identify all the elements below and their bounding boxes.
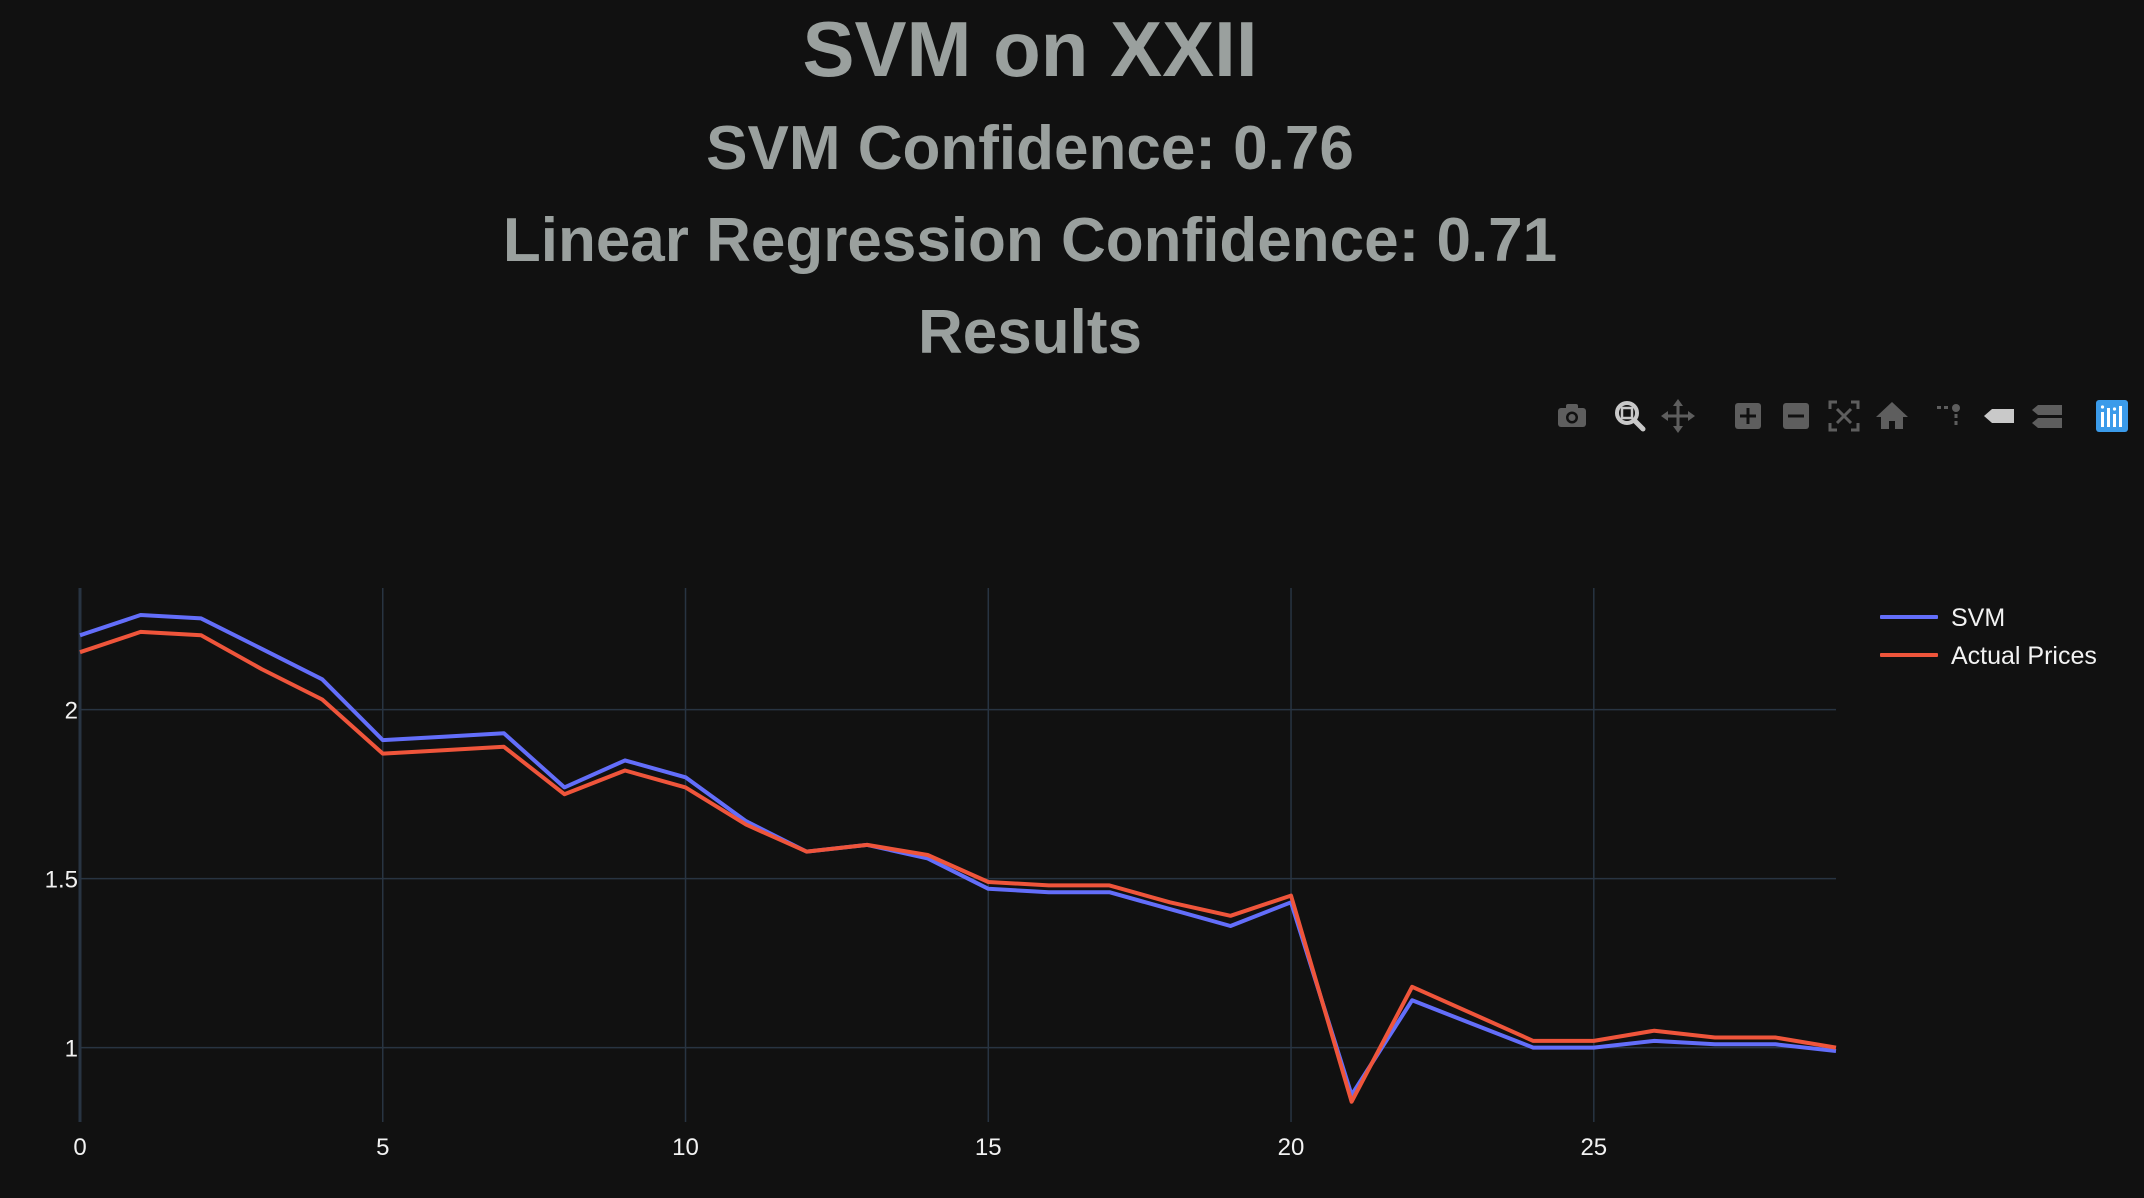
- legend: SVM Actual Prices: [1876, 598, 2136, 674]
- lr-confidence-label: Linear Regression Confidence: 0.71: [502, 206, 1558, 275]
- camera-button[interactable]: [1552, 396, 1592, 436]
- results-label: Results: [918, 298, 1142, 367]
- chart-title: SVM on XXII: [802, 5, 1258, 93]
- legend-swatch-svm: [1880, 615, 1938, 619]
- reset-axes-button[interactable]: [1872, 396, 1912, 436]
- series-line-actual-prices: [79, 629, 1837, 1104]
- zoom-out-icon: [1783, 403, 1809, 429]
- zoom-icon: [1615, 401, 1646, 432]
- legend-label-svm: SVM: [1951, 604, 2006, 632]
- y-tick-label-1.5: 1.5: [45, 867, 78, 894]
- zoom-button[interactable]: [1610, 396, 1650, 436]
- hover-compare-button[interactable]: [2028, 396, 2068, 436]
- hover-closest-button[interactable]: [1980, 396, 2020, 436]
- autoscale-button[interactable]: [1824, 396, 1864, 436]
- legend-swatch-actual-prices: [1880, 653, 1938, 657]
- x-tick-label-20: 20: [1278, 1134, 1305, 1161]
- legend-item-svm[interactable]: SVM: [1876, 598, 2136, 636]
- autoscale-icon: [1828, 400, 1860, 432]
- legend-label-actual-prices: Actual Prices: [1951, 642, 2097, 670]
- plotly-logo-icon: [2096, 400, 2128, 432]
- x-tick-label-5: 5: [376, 1134, 389, 1161]
- x-tick-label-10: 10: [672, 1134, 699, 1161]
- spike-lines-button[interactable]: [1932, 396, 1972, 436]
- hover-compare-icon: [2032, 405, 2062, 428]
- x-tick-label-15: 15: [975, 1134, 1002, 1161]
- legend-item-actual-prices[interactable]: Actual Prices: [1876, 636, 2136, 674]
- modebar: [1540, 396, 2140, 436]
- svm-confidence-label: SVM Confidence: 0.76: [706, 114, 1354, 183]
- x-tick-label-25: 25: [1580, 1134, 1607, 1161]
- series-line-svm: [79, 613, 1837, 1097]
- hover-closest-icon: [1984, 409, 2014, 423]
- zoom-in-icon: [1735, 403, 1761, 429]
- pan-icon: [1661, 399, 1695, 433]
- y-tick-label-1: 1: [65, 1036, 78, 1063]
- y-tick-label-2: 2: [65, 698, 78, 725]
- plotly-logo-link[interactable]: [2092, 396, 2132, 436]
- spike-lines-icon: [1937, 404, 1960, 425]
- zoom-out-button[interactable]: [1776, 396, 1816, 436]
- zoom-in-button[interactable]: [1728, 396, 1768, 436]
- home-icon: [1876, 402, 1908, 429]
- camera-icon: [1558, 404, 1586, 427]
- x-tick-label-0: 0: [73, 1134, 86, 1161]
- pan-button[interactable]: [1658, 396, 1698, 436]
